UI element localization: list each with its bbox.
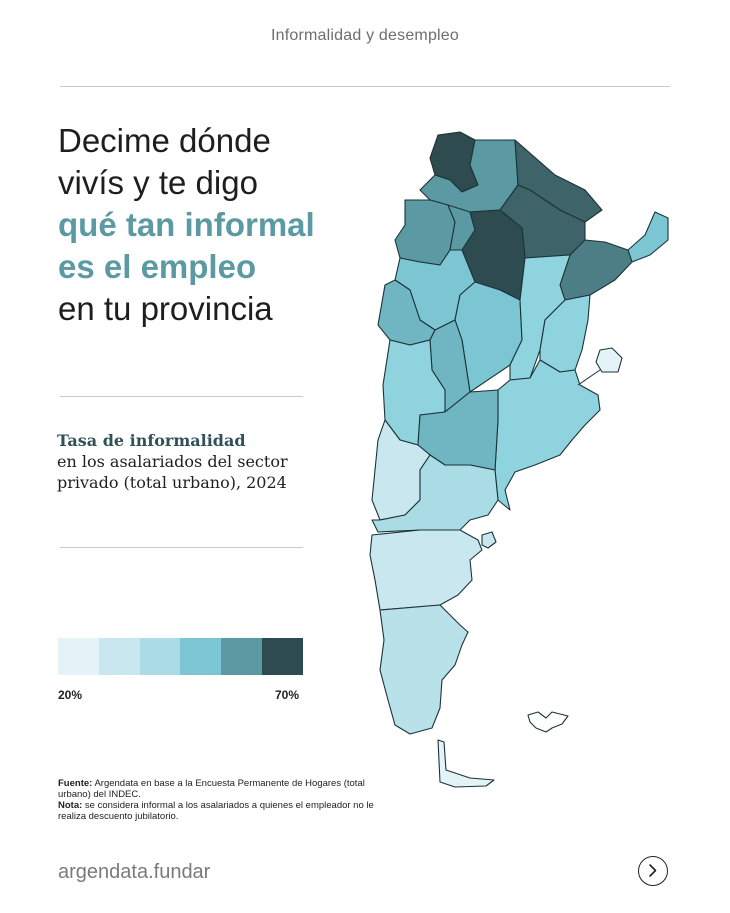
subtitle-strong: Tasa de informalidad <box>57 431 246 450</box>
peninsula-valdes <box>481 531 497 549</box>
legend-swatch-4 <box>180 638 222 675</box>
subtitle-rest: en los asalariados del sector privado (t… <box>57 452 288 492</box>
caba-pointer-line <box>577 369 601 386</box>
headline-accent-line-2: es el empleo <box>58 248 257 285</box>
map-subtitle: Tasa de informalidad en los asalariados … <box>57 430 307 493</box>
province-misiones[interactable] <box>627 211 669 263</box>
headline: Decime dónde vivís y te digo qué tan inf… <box>58 120 358 330</box>
headline-accent-line-1: qué tan informal <box>58 206 315 243</box>
headline-line-2: vivís y te digo <box>58 164 258 201</box>
legend-swatch-3 <box>139 638 181 675</box>
province-santa-fe[interactable] <box>509 254 571 381</box>
headline-line-5: en tu provincia <box>58 290 273 327</box>
note-label: Nota: <box>58 800 83 811</box>
divider-above-subtitle <box>60 396 303 397</box>
province-santa-cruz[interactable] <box>379 604 469 735</box>
note-text: se considera informal a los asalariados … <box>58 800 374 822</box>
legend-swatch-2 <box>98 638 140 675</box>
source-label: Fuente: <box>58 778 93 789</box>
province-buenos-aires[interactable] <box>494 359 601 511</box>
legend-max-label: 70% <box>275 688 300 702</box>
next-slide-button[interactable] <box>638 856 668 886</box>
province-cordoba[interactable] <box>454 281 523 393</box>
source-text: Argendata en base a la Encuesta Permanen… <box>58 778 365 800</box>
brand-logo-text[interactable]: argendata.fundar <box>58 861 211 883</box>
argentina-provinces-map <box>369 131 669 788</box>
province-chubut[interactable] <box>369 529 483 611</box>
legend-swatch-6 <box>262 638 303 675</box>
legend-swatch-1 <box>58 638 99 675</box>
source-note: Fuente: Argendata en base a la Encuesta … <box>58 778 378 822</box>
legend-swatch-5 <box>221 638 263 675</box>
section-title: Informalidad y desempleo <box>270 27 459 44</box>
islas-malvinas[interactable] <box>527 711 569 733</box>
top-divider <box>60 86 670 87</box>
headline-line-1: Decime dónde <box>58 122 271 159</box>
divider-below-subtitle <box>60 547 303 548</box>
caba-inset-outline[interactable] <box>595 347 623 373</box>
legend-color-scale <box>58 638 303 675</box>
chevron-right-icon <box>649 864 657 877</box>
legend-min-label: 20% <box>58 688 83 702</box>
province-tierra-del-fuego[interactable] <box>437 739 495 788</box>
